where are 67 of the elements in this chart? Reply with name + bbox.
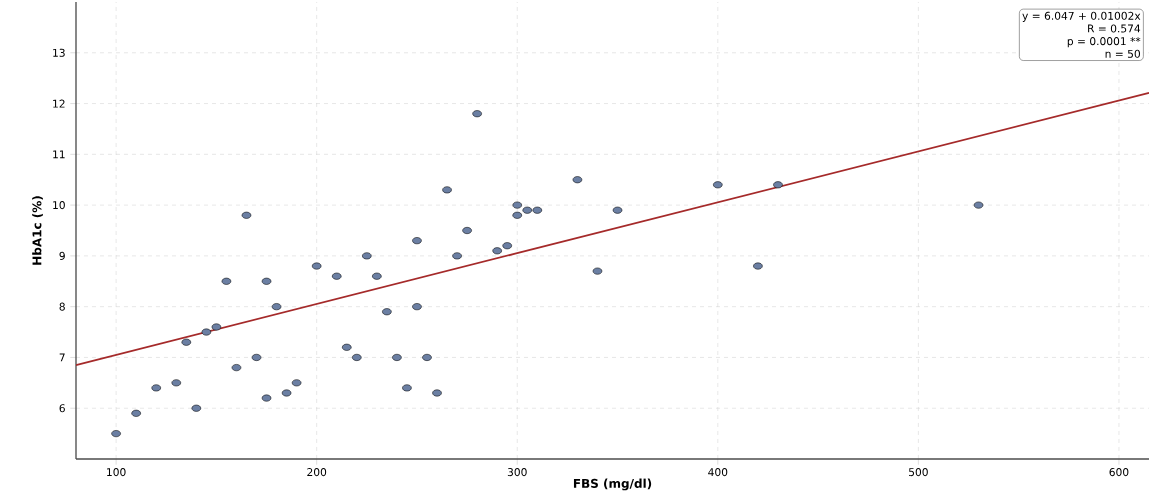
point [412, 237, 422, 245]
point [271, 303, 282, 311]
point [422, 353, 432, 361]
point [472, 110, 482, 118]
point [342, 343, 352, 351]
y-tick-label: 12 [53, 99, 65, 108]
point [592, 267, 603, 275]
point [211, 323, 222, 331]
point [973, 201, 984, 209]
point [462, 227, 472, 234]
point [753, 262, 763, 270]
point [171, 379, 182, 387]
annotation: R = 0.574 [1088, 24, 1141, 33]
x-axis-title: FBS (mg/dl) [573, 478, 652, 491]
y-tick-label: 11 [53, 150, 65, 159]
point [362, 252, 372, 260]
x-tick-label: 200 [307, 468, 327, 477]
point [191, 404, 202, 412]
y-tick-label: 7 [59, 353, 65, 362]
y-tick-label: 6 [59, 404, 65, 413]
point [532, 206, 543, 214]
point [372, 272, 382, 280]
point [773, 181, 783, 189]
point [261, 277, 272, 285]
annotation: n = 50 [1105, 49, 1141, 58]
point [432, 389, 442, 397]
point [261, 394, 272, 402]
x-tick-label: 100 [107, 468, 126, 477]
point [291, 379, 302, 387]
x-tick-label: 500 [909, 468, 928, 477]
point [512, 201, 522, 209]
y-axis-title: HbA1c (%) [32, 196, 43, 265]
point [522, 206, 533, 214]
x-tick-label: 400 [708, 468, 728, 477]
y-tick-label: 10 [53, 201, 65, 210]
x-tick-label: 300 [507, 468, 527, 477]
point [452, 252, 462, 260]
point [331, 272, 342, 280]
point [131, 409, 141, 417]
point [311, 262, 322, 270]
point [251, 353, 262, 361]
y-tick-label: 13 [53, 48, 65, 57]
point [402, 384, 412, 392]
point [612, 206, 623, 214]
point [512, 211, 522, 219]
y-tick-label: 8 [59, 302, 65, 311]
point [111, 430, 121, 438]
annotation: y = 6.047 + 0.01002x [1022, 11, 1141, 22]
point [201, 328, 212, 336]
point [442, 186, 452, 194]
y-tick-label: 9 [59, 251, 65, 260]
point [281, 389, 292, 397]
point [572, 176, 583, 184]
point [382, 308, 392, 316]
point [181, 338, 192, 346]
point [352, 353, 362, 361]
point [412, 303, 422, 311]
point [151, 384, 161, 392]
point [492, 247, 502, 255]
annotation: p = 0.0001 ** [1067, 37, 1141, 48]
point [713, 181, 723, 189]
point [221, 277, 232, 285]
point [241, 211, 252, 219]
point [392, 353, 402, 361]
point [502, 242, 512, 250]
point [231, 364, 242, 372]
x-tick-label: 600 [1109, 468, 1129, 477]
